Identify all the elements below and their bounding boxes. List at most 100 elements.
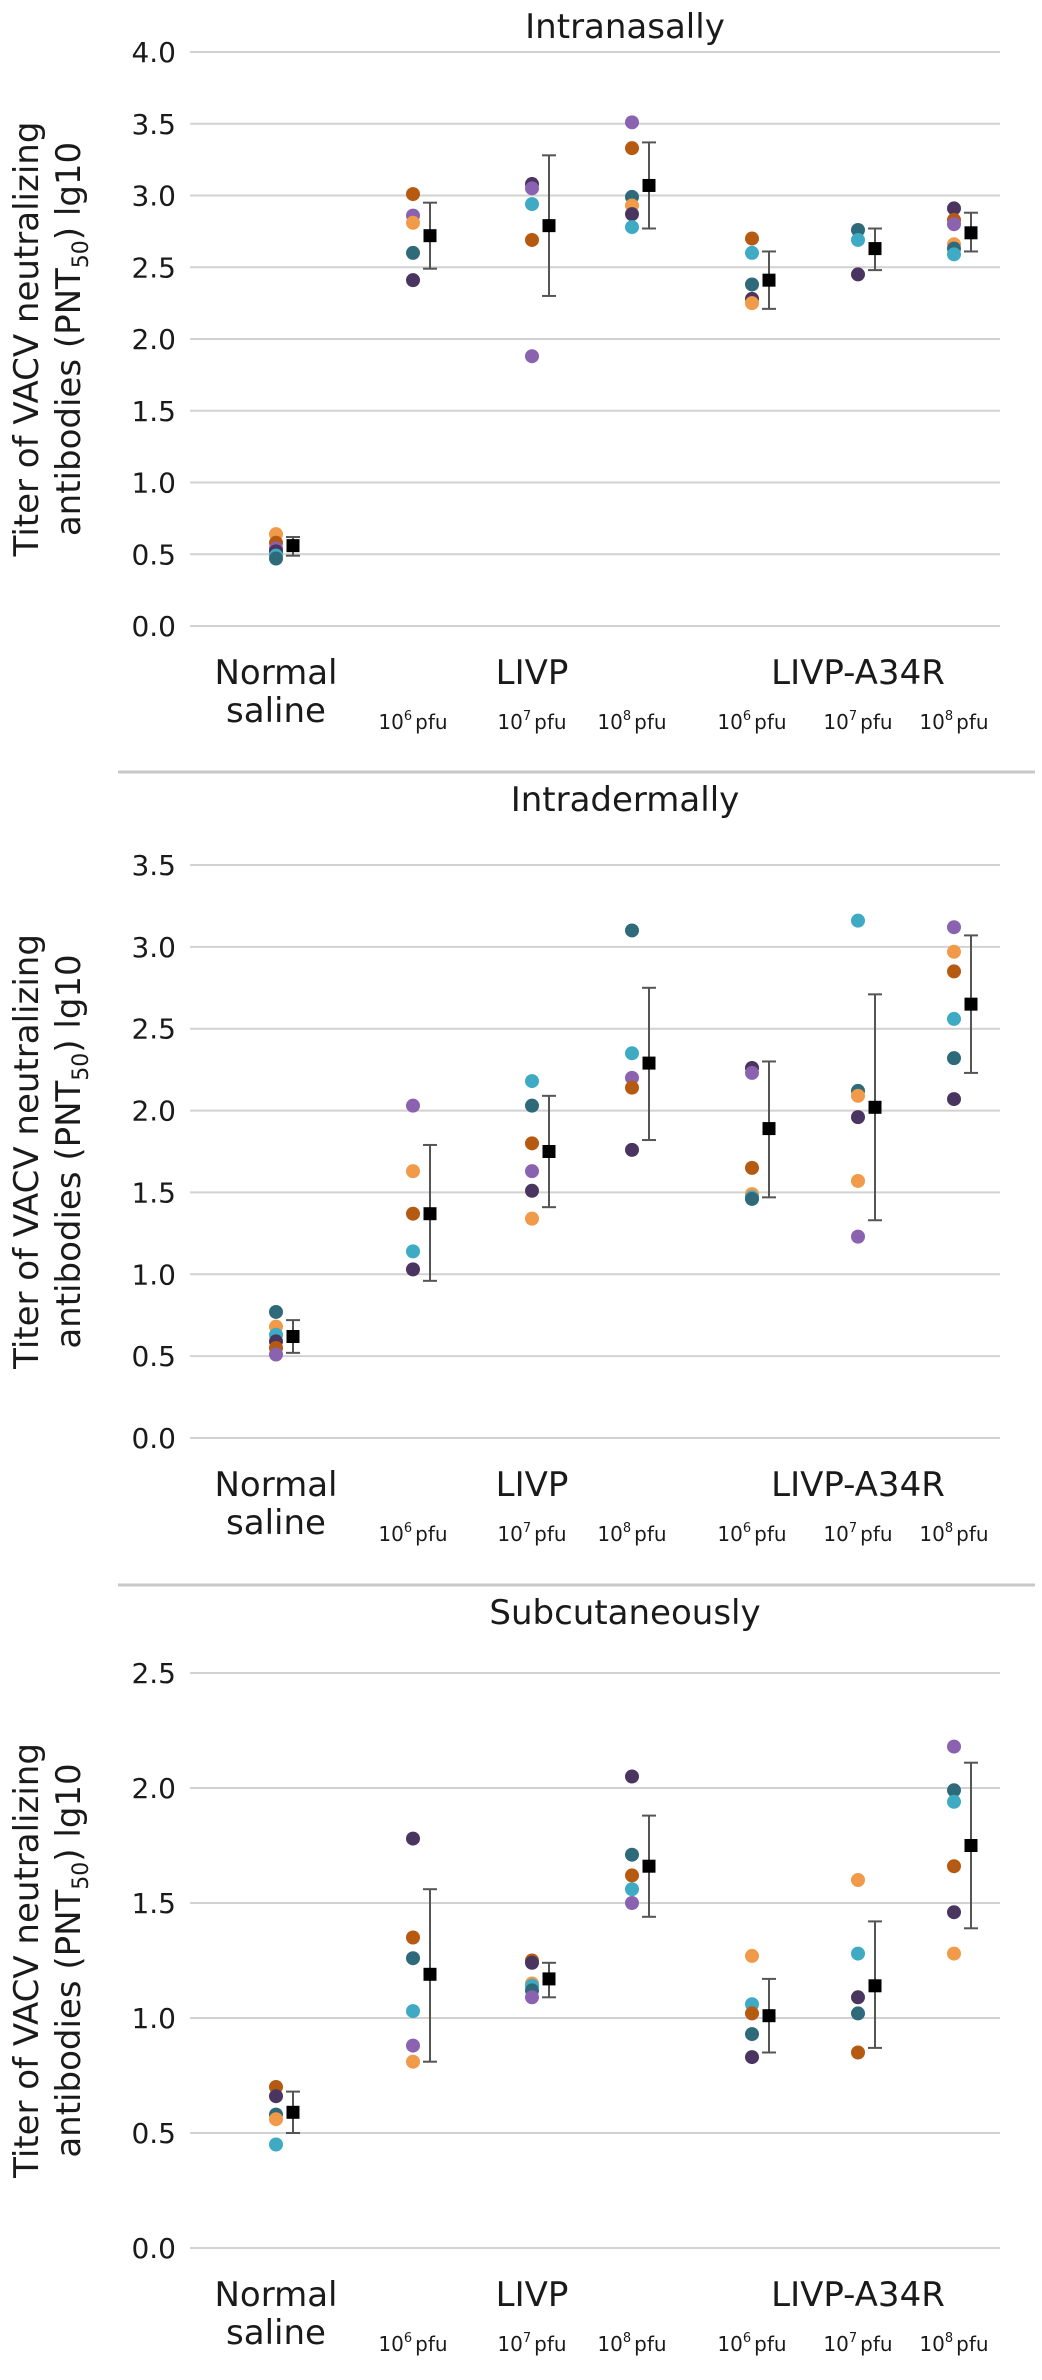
- y-tick-label: 3.5: [131, 108, 176, 141]
- data-point: [947, 247, 961, 262]
- dose-label: 107 pfu: [497, 1521, 566, 1546]
- data-point: [625, 141, 639, 156]
- data-point: [745, 1191, 759, 1206]
- data-point: [745, 245, 759, 260]
- y-tick-label: 0.5: [131, 1340, 176, 1373]
- dose-label: 107 pfu: [823, 709, 892, 734]
- data-point: [745, 296, 759, 311]
- data-point: [947, 1946, 961, 1961]
- data-point: [947, 1794, 961, 1809]
- data-point: [625, 1868, 639, 1883]
- mean-marker: [642, 178, 656, 192]
- data-group: [851, 1873, 882, 2060]
- y-axis-label-line2: antibodies (PNT50) lg10: [49, 1763, 94, 2157]
- dose-label: 106 pfu: [378, 709, 447, 734]
- data-point: [947, 1011, 961, 1026]
- data-point: [851, 1110, 865, 1125]
- y-tick-label: 0.0: [131, 610, 176, 643]
- data-point: [947, 1051, 961, 1066]
- dose-label: 106 pfu: [717, 709, 786, 734]
- data-point: [406, 1164, 420, 1179]
- mean-marker: [762, 2009, 776, 2023]
- mean-marker: [286, 2105, 300, 2119]
- panels: Intranasally 0.0 0.5 1.0 1.5 2.0 2.5 3.0 3.5 4.0 T…: [7, 7, 1000, 2356]
- data-point: [745, 1065, 759, 1080]
- dose-label: 106 pfu: [378, 1521, 447, 1546]
- y-tick-label: 1.5: [131, 395, 176, 428]
- y-axis-label-line1: Titer of VACV neutralizing: [7, 1743, 47, 2179]
- category-label: LIVP-A34R: [771, 2275, 945, 2315]
- data-group: [525, 154, 556, 364]
- y-tick-label: 3.5: [131, 849, 176, 882]
- y-tick-label: 2.0: [131, 323, 176, 356]
- data-point: [851, 1088, 865, 1103]
- data-group: [269, 1304, 300, 1362]
- category-label: Normal: [214, 653, 337, 693]
- y-tick-label: 1.5: [131, 1887, 176, 1920]
- data-group: [851, 913, 882, 1244]
- data-point: [745, 231, 759, 246]
- dose-label: 106 pfu: [717, 2331, 786, 2356]
- dose-label: 108 pfu: [597, 1521, 666, 1546]
- data-point: [947, 201, 961, 216]
- data-point: [269, 1347, 283, 1362]
- data-point: [947, 920, 961, 935]
- y-tick-label: 0.0: [131, 2232, 176, 2265]
- mean-marker: [964, 226, 978, 240]
- data-point: [947, 1859, 961, 1874]
- data-point: [525, 197, 539, 212]
- dose-label: 108 pfu: [597, 2331, 666, 2356]
- data-point: [625, 1882, 639, 1897]
- data-group: [625, 1769, 656, 1918]
- data-point: [851, 222, 865, 237]
- category-label: LIVP: [496, 2275, 569, 2315]
- data-group: [851, 222, 882, 282]
- y-tick-label: 1.0: [131, 2002, 176, 2035]
- mean-marker: [642, 1859, 656, 1873]
- data-group: [947, 1739, 978, 1961]
- mean-marker: [286, 539, 300, 553]
- data-group: [269, 2080, 300, 2152]
- data-group: [625, 115, 656, 235]
- category-label: LIVP-A34R: [771, 653, 945, 693]
- data-point: [406, 1262, 420, 1277]
- dose-label: 107 pfu: [497, 2331, 566, 2356]
- data-point: [269, 2089, 283, 2104]
- data-point: [525, 181, 539, 196]
- y-tick-label: 2.0: [131, 1095, 176, 1128]
- data-point: [851, 232, 865, 247]
- y-tick-label: 3.0: [131, 180, 176, 213]
- data-point: [745, 2006, 759, 2021]
- data-group: [745, 1948, 776, 2065]
- mean-marker: [423, 229, 437, 243]
- y-tick-label: 2.0: [131, 1772, 176, 1805]
- panel-dividers: [118, 770, 1035, 1587]
- y-tick-label: 2.5: [131, 251, 176, 284]
- data-point: [406, 1206, 420, 1221]
- data-point: [625, 1080, 639, 1095]
- data-point: [851, 1990, 865, 2005]
- mean-marker: [286, 1329, 300, 1343]
- data-point: [851, 2006, 865, 2021]
- data-point: [525, 1098, 539, 1113]
- y-tick-label: 1.0: [131, 467, 176, 500]
- data-point: [851, 913, 865, 928]
- chart-panel: Intranasally 0.0 0.5 1.0 1.5 2.0 2.5 3.0 3.5 4.0 T…: [7, 7, 1000, 734]
- category-label: Normal: [214, 2275, 337, 2315]
- mean-marker: [642, 1056, 656, 1070]
- dose-label: 106 pfu: [378, 2331, 447, 2356]
- data-group: [745, 231, 776, 311]
- y-tick-label: 1.0: [131, 1258, 176, 1291]
- dose-label: 108 pfu: [919, 709, 988, 734]
- data-point: [625, 220, 639, 235]
- data-point: [269, 2137, 283, 2152]
- data-point: [406, 1831, 420, 1846]
- dose-label: 108 pfu: [919, 1521, 988, 1546]
- data-group: [525, 1074, 556, 1226]
- data-point: [625, 1046, 639, 1061]
- data-point: [525, 232, 539, 247]
- category-label: saline: [226, 2313, 326, 2353]
- chart-panel: Intradermally 0.0 0.5 1.0 1.5 2.0 2.5 3.0 3.5 Tit…: [7, 780, 1000, 1546]
- data-point: [947, 217, 961, 232]
